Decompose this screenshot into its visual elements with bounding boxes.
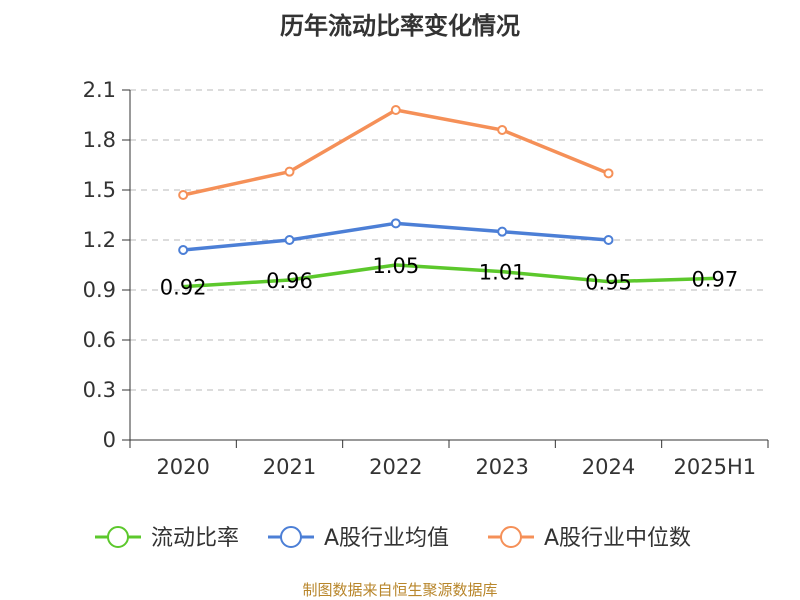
- chart-title: 历年流动比率变化情况: [280, 12, 520, 40]
- y-tick-label: 0: [103, 428, 116, 452]
- series-line-2: [182, 108, 610, 197]
- legend-marker: [500, 526, 522, 548]
- series-point-1: [390, 218, 401, 229]
- series-point-2: [284, 166, 295, 177]
- series-layer: [178, 105, 715, 289]
- legend-marker: [280, 526, 302, 548]
- legend-item-2[interactable]: A股行业中位数: [488, 526, 691, 551]
- y-tick-label: 2.1: [83, 78, 116, 102]
- legend-label: A股行业均值: [324, 526, 449, 551]
- data-label: 0.95: [585, 271, 632, 295]
- grid-layer: [130, 89, 768, 391]
- x-tick-label: 2021: [263, 455, 316, 479]
- y-tick-label: 0.9: [83, 278, 116, 302]
- series-point-1: [284, 235, 295, 245]
- legend-item-0[interactable]: 流动比率: [95, 526, 239, 551]
- data-label: 1.01: [479, 261, 526, 285]
- x-tick-label: 2023: [475, 455, 528, 479]
- y-tick-label: 1.2: [83, 228, 116, 252]
- series-point-1: [497, 226, 508, 237]
- series-point-2: [390, 105, 401, 115]
- series-point-1: [178, 245, 189, 255]
- y-tick-label: 0.6: [83, 328, 116, 352]
- legend-item-1[interactable]: A股行业均值: [268, 526, 449, 551]
- source-note: 制图数据来自恒生聚源数据库: [302, 581, 497, 599]
- y-tick-label: 1.5: [83, 178, 116, 202]
- series-point-2: [603, 168, 614, 179]
- series-point-2: [497, 125, 508, 135]
- legend-label: A股行业中位数: [544, 526, 691, 551]
- legend-label: 流动比率: [151, 526, 239, 551]
- data-label-layer: 0.92 0.96 1.05 1.01 0.95 0.97: [160, 254, 738, 300]
- series-point-1: [603, 235, 614, 245]
- series-point-2: [178, 190, 189, 200]
- data-label: 0.96: [266, 269, 313, 293]
- x-tick-label: 2020: [156, 455, 209, 479]
- y-tick-label: 0.3: [83, 378, 116, 402]
- legend-marker: [107, 526, 129, 548]
- data-label: 0.97: [691, 267, 738, 291]
- x-tick-label: 2024: [582, 455, 635, 479]
- x-tick-label: 2022: [369, 455, 422, 479]
- legend[interactable]: 流动比率 A股行业均值 A股行业中位数: [95, 526, 691, 551]
- data-label: 1.05: [372, 254, 419, 278]
- x-tick-label: 2025H1: [674, 455, 757, 479]
- series-line-0: [183, 263, 715, 289]
- y-tick-label: 1.8: [83, 128, 116, 152]
- axis-layer: 0 0.3 0.6 0.9 1.2 1.5 1.8 2.1 2020 2021 2022 2023 20…: [83, 78, 769, 479]
- data-label: 0.92: [160, 276, 207, 300]
